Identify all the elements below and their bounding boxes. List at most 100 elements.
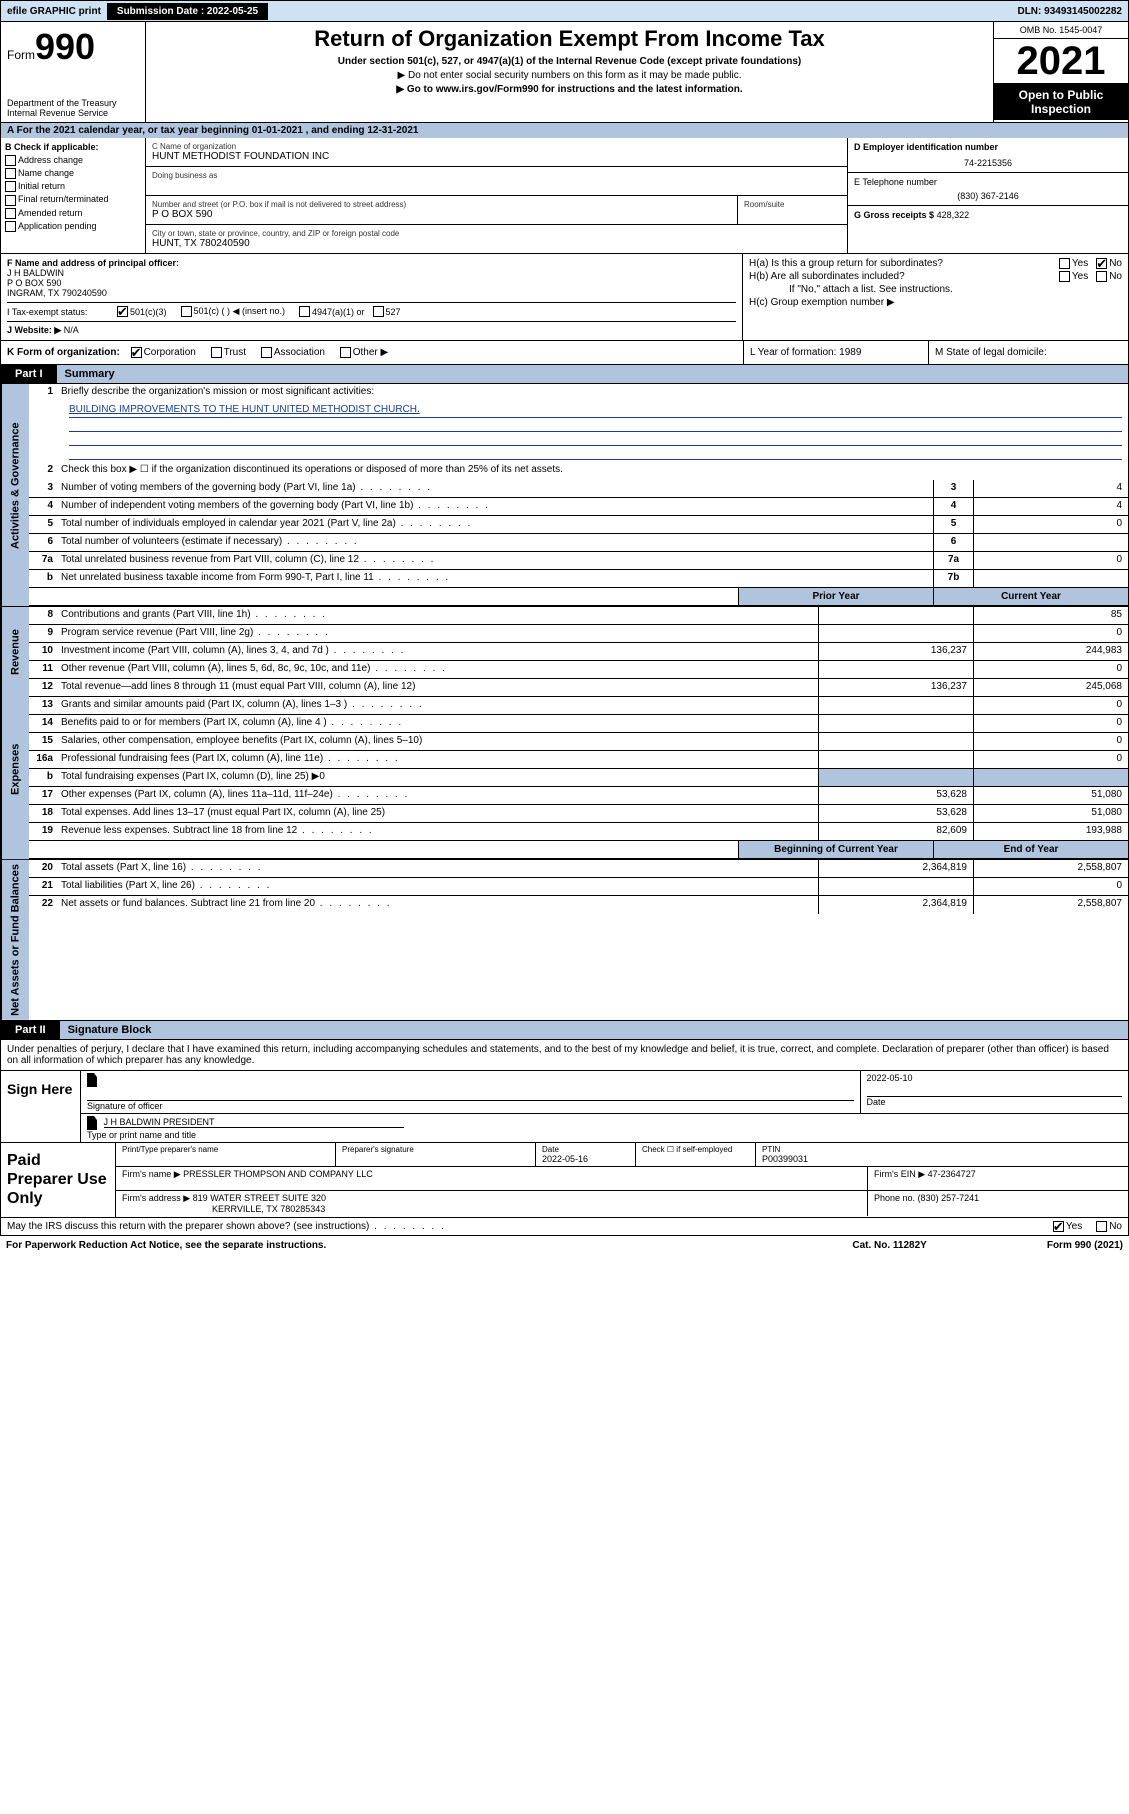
discuss-text: May the IRS discuss this return with the… <box>7 1221 1053 1232</box>
ein-label: D Employer identification number <box>854 142 1122 152</box>
officer-name-title: J H BALDWIN PRESIDENT <box>104 1117 404 1128</box>
line-10-text: Investment income (Part VIII, column (A)… <box>57 643 818 660</box>
line-18-text: Total expenses. Add lines 13–17 (must eq… <box>57 805 818 822</box>
ein-value: 74-2215356 <box>854 158 1122 168</box>
line-7b-num: b <box>29 570 57 587</box>
submission-date[interactable]: Submission Date : 2022-05-25 <box>107 3 268 20</box>
line-8-prior <box>818 607 973 624</box>
firm-phone: (830) 257-7241 <box>918 1193 980 1203</box>
firm-name: PRESSLER THOMPSON AND COMPANY LLC <box>183 1169 373 1179</box>
street-value: P O BOX 590 <box>152 209 731 220</box>
sig-date-label: Date <box>867 1097 886 1107</box>
chk-address-change[interactable]: Address change <box>5 155 141 166</box>
line-4-box: 4 <box>933 498 973 515</box>
part2-title: Signature Block <box>60 1021 1128 1039</box>
cat-no: Cat. No. 11282Y <box>852 1240 926 1251</box>
city-label: City or town, state or province, country… <box>152 229 841 238</box>
chk-application-pending[interactable]: Application pending <box>5 221 141 232</box>
pen-icon-2 <box>87 1116 97 1130</box>
form-id: Form990 <box>7 26 139 68</box>
chk-trust[interactable] <box>211 347 222 358</box>
room-label: Room/suite <box>744 200 841 209</box>
line-7a-num: 7a <box>29 552 57 569</box>
line-13-prior <box>818 697 973 714</box>
paperwork-notice: For Paperwork Reduction Act Notice, see … <box>6 1240 852 1251</box>
firm-addr2: KERRVILLE, TX 780285343 <box>212 1204 325 1214</box>
firm-addr-label: Firm's address ▶ <box>122 1193 190 1203</box>
chk-4947[interactable] <box>299 306 310 317</box>
preparer-sig-label: Preparer's signature <box>342 1145 529 1154</box>
dba-value <box>152 180 841 191</box>
chk-amended-return[interactable]: Amended return <box>5 208 141 219</box>
form-ref: Form 990 (2021) <box>1047 1240 1123 1251</box>
omb-number: OMB No. 1545-0047 <box>994 22 1128 39</box>
line-18-current: 51,080 <box>973 805 1128 822</box>
part1-header: Part I Summary <box>0 365 1129 384</box>
line-16b-current <box>973 769 1128 786</box>
sign-here-label: Sign Here <box>1 1071 81 1142</box>
phone-value: (830) 367-2146 <box>854 191 1122 201</box>
sign-here-block: Sign Here Signature of officer 2022-05-1… <box>0 1071 1129 1143</box>
part1-tab: Part I <box>1 365 57 383</box>
col-h: H(a) Is this a group return for subordin… <box>743 254 1128 340</box>
hb-no[interactable] <box>1096 271 1107 282</box>
officer-label: F Name and address of principal officer: <box>7 258 736 268</box>
discuss-no[interactable] <box>1096 1221 1107 1232</box>
website-label: J Website: ▶ <box>7 325 61 335</box>
line-12-text: Total revenue—add lines 8 through 11 (mu… <box>57 679 818 696</box>
row-j: J Website: ▶ N/A <box>7 321 736 336</box>
chk-corporation[interactable] <box>131 347 142 358</box>
line-6-num: 6 <box>29 534 57 551</box>
line-9-current: 0 <box>973 625 1128 642</box>
line-10-prior: 136,237 <box>818 643 973 660</box>
line-4-text: Number of independent voting members of … <box>57 498 933 515</box>
prep-date: 2022-05-16 <box>542 1154 629 1164</box>
line-19-current: 193,988 <box>973 823 1128 840</box>
chk-527[interactable] <box>373 306 384 317</box>
gross-label: G Gross receipts $ <box>854 210 934 220</box>
line-7b-text: Net unrelated business taxable income fr… <box>57 570 933 587</box>
firm-addr1: 819 WATER STREET SUITE 320 <box>193 1193 326 1203</box>
opt-4947: 4947(a)(1) or <box>312 307 365 317</box>
hb-yes[interactable] <box>1059 271 1070 282</box>
website-value: N/A <box>64 325 79 335</box>
header-left: Form990 Department of the Treasury Inter… <box>1 22 146 122</box>
chk-name-change[interactable]: Name change <box>5 168 141 179</box>
line-11-current: 0 <box>973 661 1128 678</box>
form-subtitle-1: Under section 501(c), 527, or 4947(a)(1)… <box>152 56 987 67</box>
efile-label[interactable]: efile GRAPHIC print <box>1 4 107 19</box>
chk-final-return[interactable]: Final return/terminated <box>5 194 141 205</box>
chk-association[interactable] <box>261 347 272 358</box>
print-name-label: Print/Type preparer's name <box>122 1145 329 1154</box>
line-7a-val: 0 <box>973 552 1128 569</box>
line-6-box: 6 <box>933 534 973 551</box>
chk-initial-return[interactable]: Initial return <box>5 181 141 192</box>
chk-501c[interactable] <box>181 306 192 317</box>
ptin-label: PTIN <box>762 1145 1122 1154</box>
entity-section: B Check if applicable: Address change Na… <box>0 138 1129 254</box>
row-k: K Form of organization: Corporation Trus… <box>0 341 1129 365</box>
line-22-text: Net assets or fund balances. Subtract li… <box>57 896 818 914</box>
line-1-text: Briefly describe the organization's miss… <box>57 384 1128 402</box>
line-6-text: Total number of volunteers (estimate if … <box>57 534 933 551</box>
line-5-val: 0 <box>973 516 1128 533</box>
mission-block: BUILDING IMPROVEMENTS TO THE HUNT UNITED… <box>29 402 1128 462</box>
chk-501c3[interactable] <box>117 306 128 317</box>
ha-yes[interactable] <box>1059 258 1070 269</box>
line-16a-current: 0 <box>973 751 1128 768</box>
chk-other[interactable] <box>340 347 351 358</box>
form-subtitle-2: ▶ Do not enter social security numbers o… <box>152 70 987 81</box>
line-7a-text: Total unrelated business revenue from Pa… <box>57 552 933 569</box>
phone-label: E Telephone number <box>854 177 1122 187</box>
col-b-label: B Check if applicable: <box>5 142 141 152</box>
begin-end-header: Beginning of Current Year End of Year <box>0 841 1129 860</box>
k-form-org: K Form of organization: Corporation Trus… <box>1 341 743 364</box>
sig-date-value: 2022-05-10 <box>867 1073 1123 1083</box>
part2-header: Part II Signature Block <box>0 1021 1129 1040</box>
discuss-yes[interactable] <box>1053 1221 1064 1232</box>
line-7b-box: 7b <box>933 570 973 587</box>
line-3-text: Number of voting members of the governin… <box>57 480 933 497</box>
sidetab-expenses: Expenses <box>1 697 29 841</box>
ha-no[interactable] <box>1096 258 1107 269</box>
firm-phone-label: Phone no. <box>874 1193 915 1203</box>
